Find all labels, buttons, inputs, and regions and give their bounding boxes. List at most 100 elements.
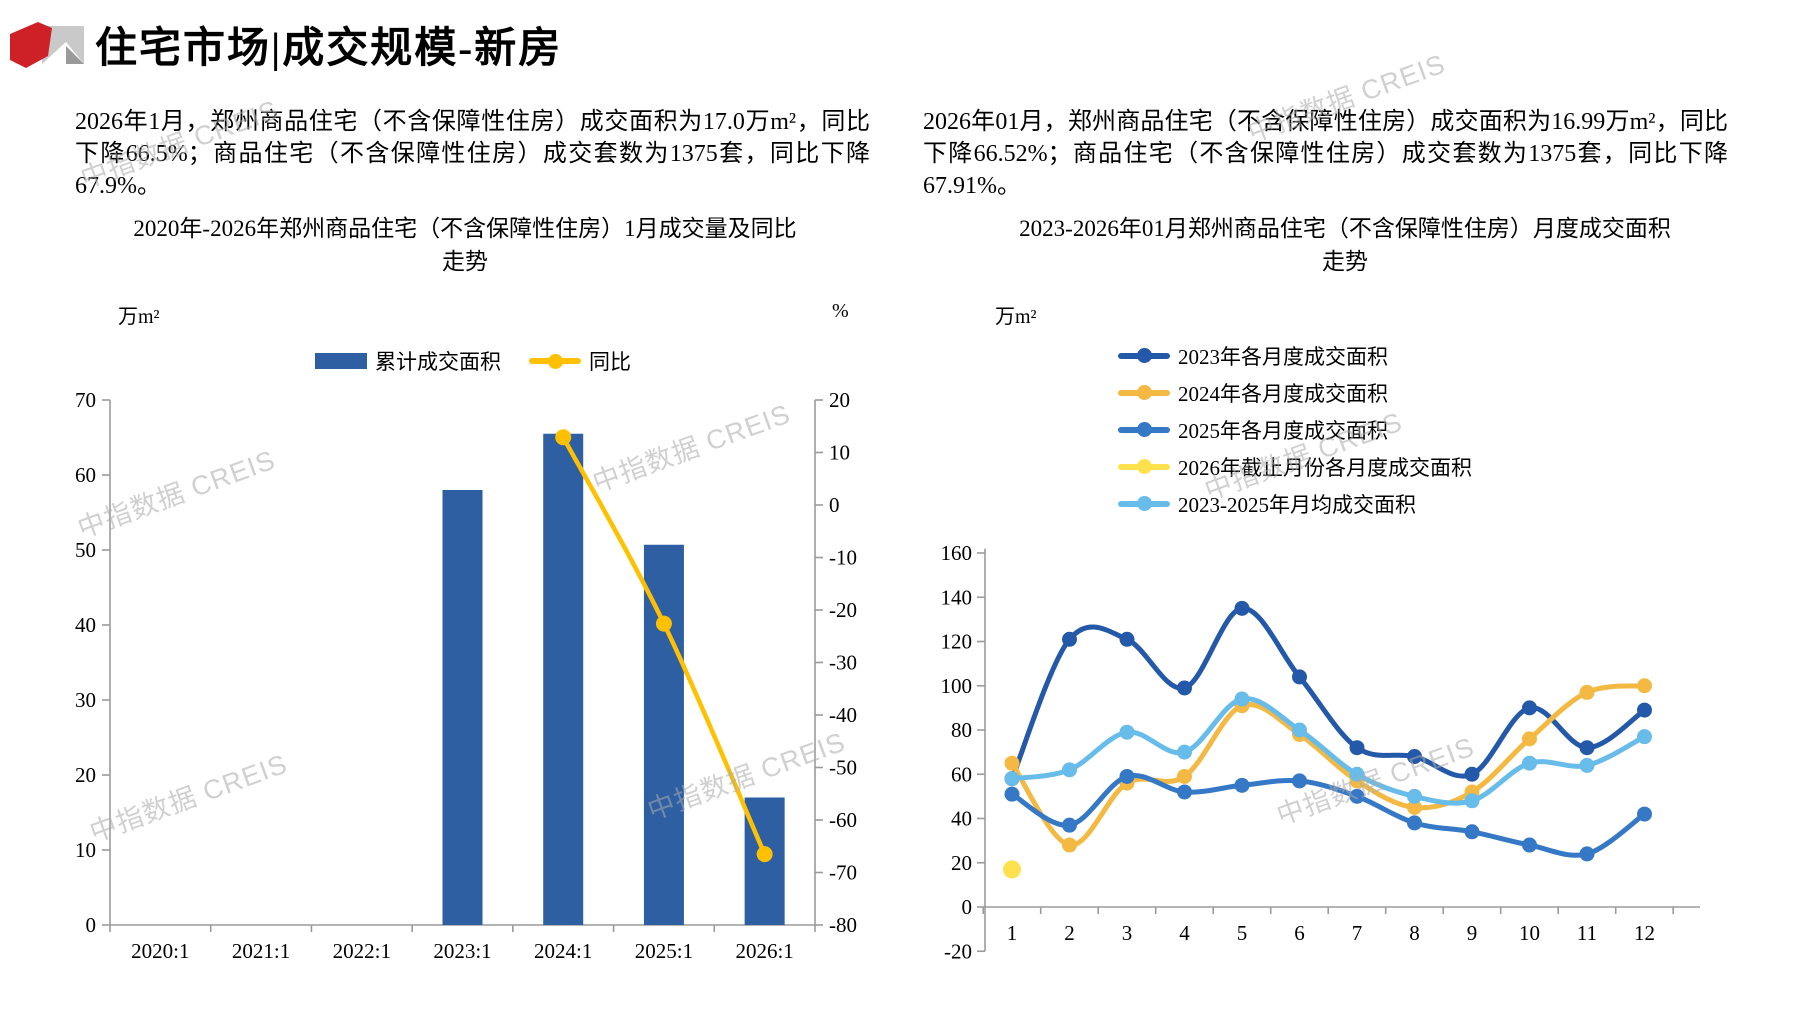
- y-axis-tick-label: 140: [941, 585, 973, 609]
- series-marker: [1349, 740, 1365, 756]
- legend-label: 2025年各月度成交面积: [1178, 418, 1388, 443]
- series-marker: [1522, 700, 1537, 716]
- x-axis-month-label: 4: [1179, 921, 1190, 945]
- left-chart-title: 2020年-2026年郑州商品住宅（不含保障性住房）1月成交量及同比 走势: [70, 212, 860, 278]
- x-axis-category-label: 2025:1: [635, 939, 693, 963]
- legend-item: 同比: [529, 346, 631, 376]
- x-axis-category-label: 2023:1: [433, 939, 491, 963]
- watermark: 中指数据 CREIS: [73, 444, 280, 544]
- series-marker: [1522, 837, 1537, 853]
- right-chart-title-line1: 2023-2026年01月郑州商品住宅（不含保障性住房）月度成交面积: [1019, 216, 1671, 241]
- left-chart-title-line2: 走势: [442, 249, 488, 274]
- yoy-marker: [555, 429, 572, 446]
- series-marker: [1579, 740, 1595, 756]
- legend-item: 2024年各月度成交面积: [1118, 381, 1472, 406]
- series-marker: [1119, 768, 1135, 784]
- y-axis-right-tick-label: -10: [829, 546, 857, 570]
- y-axis-tick-label: 100: [941, 674, 973, 698]
- series-marker: [1522, 731, 1537, 747]
- y-axis-tick-label: -20: [944, 939, 972, 963]
- y-axis-tick-label: 80: [951, 718, 972, 742]
- legend-item: 2025年各月度成交面积: [1118, 418, 1472, 443]
- series-marker: [1177, 680, 1192, 696]
- y-axis-right-tick-label: -30: [829, 651, 857, 675]
- legend-label: 累计成交面积: [375, 350, 501, 374]
- watermark: 中指数据 CREIS: [85, 748, 292, 848]
- series-marker: [1004, 771, 1020, 787]
- y-axis-right-tick-label: -70: [829, 861, 857, 885]
- legend-label: 2026年截止月份各月度成交面积: [1178, 455, 1472, 480]
- series-marker: [1407, 815, 1422, 831]
- x-axis-month-label: 6: [1294, 921, 1305, 945]
- x-axis-month-label: 10: [1519, 921, 1540, 945]
- bar: [442, 490, 483, 925]
- y-axis-tick-label: 60: [951, 762, 972, 786]
- legend-label: 2023年各月度成交面积: [1178, 344, 1388, 369]
- series-marker: [1119, 631, 1135, 647]
- series-marker: [1464, 766, 1480, 782]
- logo-gray-triangle: [66, 46, 84, 64]
- series-marker: [1062, 837, 1077, 853]
- series-marker: [1407, 788, 1422, 804]
- series-marker: [1637, 806, 1652, 822]
- series-marker: [1177, 744, 1192, 760]
- series-marker: [1637, 729, 1652, 745]
- logo-red-shape: [10, 22, 52, 68]
- bar-swatch-icon: [315, 353, 367, 369]
- y-axis-tick-label: 40: [951, 807, 972, 831]
- x-axis-month-label: 5: [1237, 921, 1248, 945]
- bar: [643, 544, 684, 925]
- series-marker: [1292, 669, 1307, 685]
- y-axis-tick-label: 160: [941, 541, 973, 565]
- x-axis-category-label: 2021:1: [232, 939, 290, 963]
- watermark: 中指数据 CREIS: [588, 398, 795, 498]
- legend-item: 2026年截止月份各月度成交面积: [1118, 455, 1472, 480]
- series-marker: [1292, 726, 1307, 742]
- legend-item: 2023年各月度成交面积: [1118, 344, 1472, 369]
- watermark: 中指数据 CREIS: [1272, 731, 1479, 831]
- series-marker: [1004, 755, 1020, 771]
- x-axis-category-label: 2020:1: [131, 939, 189, 963]
- y-axis-left-tick-label: 70: [75, 388, 96, 412]
- series-marker: [1062, 631, 1077, 647]
- legend-item: 2023-2025年月均成交面积: [1118, 492, 1472, 517]
- series-marker: [1062, 817, 1077, 833]
- series-marker: [1234, 698, 1250, 714]
- legend-label: 同比: [589, 350, 631, 374]
- series-marker: [1292, 722, 1307, 738]
- series-marker: [1177, 768, 1192, 784]
- yoy-marker: [756, 846, 773, 863]
- right-chart-legend: 2023年各月度成交面积 2024年各月度成交面积 2025年各月度成交面积 2…: [1118, 344, 1472, 517]
- y-axis-left-tick-label: 30: [75, 688, 96, 712]
- series-marker: [1637, 678, 1652, 694]
- bar: [543, 433, 584, 925]
- watermark: 中指数据 CREIS: [643, 726, 850, 826]
- y-axis-tick-label: 20: [951, 851, 972, 875]
- series-marker: [1464, 784, 1480, 800]
- series-marker: [1522, 755, 1537, 771]
- series-marker: [1004, 771, 1020, 787]
- series-marker: [1407, 799, 1422, 815]
- x-axis-month-label: 7: [1352, 921, 1363, 945]
- line-marker-icon: [1118, 348, 1170, 364]
- yoy-marker: [655, 615, 672, 632]
- series-marker: [1579, 684, 1595, 700]
- left-chart-unit-right: %: [832, 300, 849, 322]
- y-axis-right-tick-label: -80: [829, 913, 857, 937]
- series-marker: [1119, 724, 1135, 740]
- line-marker-icon: [1118, 385, 1170, 401]
- series-marker: [1579, 846, 1595, 862]
- summary-left: 2026年1月，郑州商品住宅（不含保障性住房）成交面积为17.0万m²，同比下降…: [75, 109, 870, 199]
- x-axis-month-label: 12: [1634, 921, 1655, 945]
- legend-item: 累计成交面积: [315, 346, 501, 376]
- line-marker-icon: [1118, 496, 1170, 512]
- left-chart-title-line1: 2020年-2026年郑州商品住宅（不含保障性住房）1月成交量及同比: [133, 216, 797, 241]
- y-axis-right-tick-label: 20: [829, 388, 850, 412]
- series-marker: [1637, 702, 1652, 718]
- line-marker-icon: [529, 353, 581, 369]
- y-axis-left-tick-label: 40: [75, 613, 96, 637]
- x-axis-month-label: 9: [1467, 921, 1478, 945]
- series-marker: [1579, 757, 1595, 773]
- x-axis-category-label: 2026:1: [735, 939, 793, 963]
